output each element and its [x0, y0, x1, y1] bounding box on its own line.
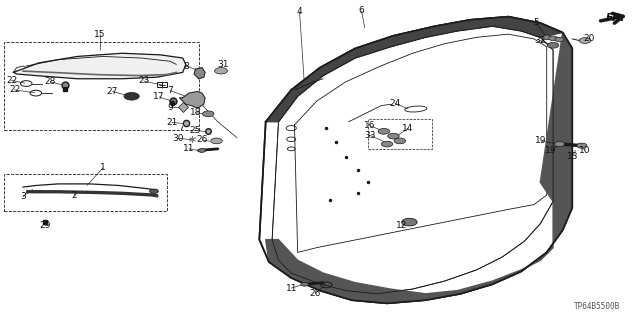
- Polygon shape: [266, 33, 572, 303]
- Bar: [4, 174, 167, 211]
- Bar: [4, 42, 198, 130]
- Text: 6: 6: [358, 6, 364, 15]
- Text: 8: 8: [183, 61, 189, 70]
- Text: 10: 10: [579, 146, 591, 155]
- Text: 26: 26: [310, 289, 321, 298]
- Circle shape: [381, 141, 393, 147]
- Text: FR.: FR.: [606, 13, 625, 23]
- Text: 27: 27: [107, 87, 118, 96]
- Circle shape: [150, 189, 159, 194]
- Text: 11: 11: [183, 144, 195, 153]
- Bar: [368, 119, 432, 149]
- Text: 25: 25: [190, 126, 201, 135]
- Text: 22: 22: [9, 85, 20, 94]
- Text: 4: 4: [297, 7, 302, 16]
- Polygon shape: [179, 92, 205, 108]
- Polygon shape: [194, 68, 205, 79]
- Text: 15: 15: [94, 30, 106, 39]
- Circle shape: [124, 92, 140, 100]
- Circle shape: [301, 282, 308, 286]
- Text: 32: 32: [534, 36, 546, 45]
- Text: 31: 31: [217, 60, 228, 69]
- Text: 16: 16: [364, 121, 376, 130]
- Text: 26: 26: [197, 135, 208, 144]
- Bar: [157, 82, 168, 87]
- Circle shape: [547, 43, 559, 48]
- Text: 20: 20: [584, 34, 595, 43]
- Text: 33: 33: [364, 131, 376, 140]
- Polygon shape: [13, 53, 186, 79]
- Circle shape: [214, 68, 227, 74]
- Text: 5: 5: [533, 19, 539, 28]
- Circle shape: [554, 141, 564, 147]
- Circle shape: [198, 148, 205, 152]
- Text: 18: 18: [189, 108, 201, 117]
- Text: 3: 3: [20, 192, 26, 201]
- Circle shape: [388, 133, 399, 139]
- Text: 24: 24: [390, 99, 401, 108]
- Circle shape: [555, 37, 564, 42]
- Text: 14: 14: [403, 124, 414, 132]
- Circle shape: [402, 218, 417, 226]
- Text: 13: 13: [566, 152, 578, 161]
- Text: 28: 28: [45, 77, 56, 86]
- Circle shape: [211, 138, 222, 144]
- Text: 22: 22: [6, 76, 17, 85]
- Text: 17: 17: [154, 92, 165, 101]
- Circle shape: [378, 128, 390, 134]
- Text: 19: 19: [534, 136, 546, 145]
- Text: TP64B5500B: TP64B5500B: [574, 302, 620, 311]
- Text: 1: 1: [100, 164, 106, 172]
- Text: 30: 30: [172, 134, 184, 143]
- Circle shape: [577, 143, 587, 148]
- Text: 11: 11: [285, 284, 297, 292]
- Text: 12: 12: [396, 221, 408, 230]
- Text: 7: 7: [167, 86, 173, 95]
- Text: 9: 9: [167, 103, 173, 112]
- Circle shape: [394, 138, 406, 144]
- Text: 21: 21: [166, 118, 177, 127]
- Text: 19: 19: [545, 146, 557, 155]
- Circle shape: [579, 38, 591, 44]
- Circle shape: [548, 36, 557, 41]
- Text: 23: 23: [138, 76, 149, 85]
- Circle shape: [202, 111, 214, 117]
- Circle shape: [542, 35, 551, 40]
- Text: 2: 2: [71, 190, 77, 200]
- Polygon shape: [266, 17, 563, 122]
- Text: 29: 29: [40, 221, 51, 230]
